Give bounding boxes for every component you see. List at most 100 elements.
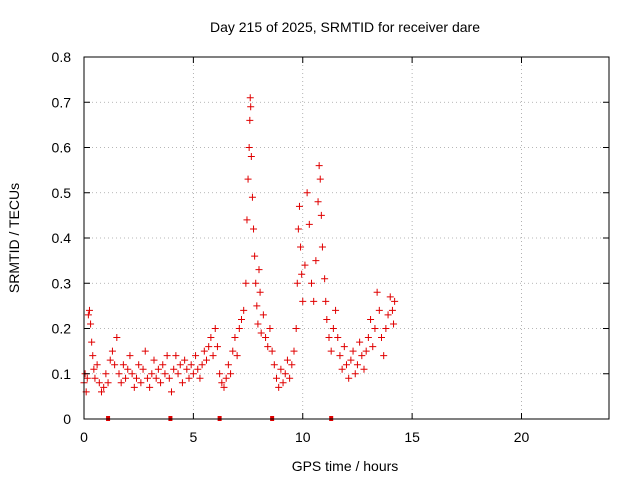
data-point (301, 261, 309, 269)
data-point (279, 379, 287, 387)
data-point (170, 365, 178, 373)
data-point (98, 388, 105, 396)
data-point (380, 352, 388, 360)
data-point (108, 347, 116, 355)
data-point (253, 302, 261, 310)
data-point (244, 175, 252, 183)
data-point (111, 361, 119, 369)
data-point (364, 334, 372, 342)
data-point (141, 347, 149, 355)
data-point (183, 365, 191, 373)
data-point (388, 306, 396, 314)
data-point (185, 374, 193, 382)
data-point (117, 379, 125, 387)
data-point (295, 202, 303, 210)
data-point (216, 370, 224, 378)
data-point (349, 347, 357, 355)
data-point (292, 325, 300, 332)
data-point (178, 379, 186, 387)
data-point (102, 370, 110, 378)
data-point (340, 343, 348, 351)
data-point (146, 383, 154, 391)
data-point (196, 374, 204, 382)
data-point (159, 361, 167, 369)
data-point (257, 329, 265, 337)
data-point (95, 379, 103, 387)
data-point (176, 361, 184, 369)
data-point (124, 365, 132, 373)
data-point (133, 374, 140, 382)
data-point (358, 352, 366, 360)
data-point (386, 293, 394, 301)
data-point (233, 352, 241, 360)
data-point (262, 334, 270, 342)
data-point (294, 225, 302, 233)
data-point (256, 288, 264, 296)
data-point (152, 374, 160, 382)
data-point (318, 243, 326, 251)
y-tick-label: 0.2 (52, 321, 72, 337)
data-point (334, 334, 342, 342)
y-tick-label: 0.6 (52, 140, 72, 156)
data-point (198, 361, 206, 369)
data-point (322, 297, 330, 305)
data-point (290, 347, 298, 355)
data-point (243, 216, 251, 224)
data-point (310, 297, 318, 305)
data-point (163, 352, 171, 360)
data-point (360, 365, 368, 373)
data-point (106, 356, 114, 364)
data-point (246, 94, 254, 102)
data-point (316, 175, 324, 183)
data-point (231, 334, 239, 342)
x-tick-label: 0 (80, 429, 88, 445)
data-point (266, 325, 274, 332)
data-point (245, 144, 253, 151)
data-point (224, 361, 232, 369)
data-point (382, 325, 390, 332)
data-point (378, 334, 385, 342)
data-point (323, 315, 331, 323)
data-point (90, 365, 98, 373)
data-point (126, 352, 134, 360)
data-point (172, 352, 180, 360)
data-point (139, 365, 147, 373)
data-point (194, 365, 202, 373)
y-tick-label: 0.1 (52, 366, 72, 382)
data-point (345, 374, 353, 382)
data-point (259, 311, 267, 319)
data-point (247, 153, 255, 161)
data-point (240, 306, 248, 314)
data-point (207, 334, 215, 342)
data-point (85, 306, 93, 314)
data-point (104, 379, 112, 387)
data-point (298, 270, 306, 278)
data-point (113, 334, 121, 342)
grid-lines (84, 57, 609, 419)
data-point (174, 370, 182, 378)
data-point (308, 279, 315, 287)
data-point (168, 388, 175, 396)
data-point (157, 379, 165, 387)
data-point (122, 374, 130, 382)
data-point (277, 365, 285, 373)
y-tick-label: 0.3 (52, 275, 72, 291)
data-point (314, 198, 322, 206)
y-tick-label: 0.8 (52, 49, 72, 65)
data-point (220, 383, 228, 391)
data-point (268, 347, 276, 355)
data-point (242, 279, 250, 287)
data-point (229, 347, 237, 355)
data-point (251, 252, 259, 260)
data-point (338, 365, 346, 373)
data-point (192, 352, 200, 360)
data-point (254, 320, 262, 328)
data-point (93, 361, 101, 369)
data-point (165, 374, 173, 382)
data-point (275, 383, 283, 391)
x-tick-label: 20 (514, 429, 530, 445)
data-point (329, 325, 337, 332)
data-point (87, 320, 95, 328)
data-point (288, 361, 296, 369)
